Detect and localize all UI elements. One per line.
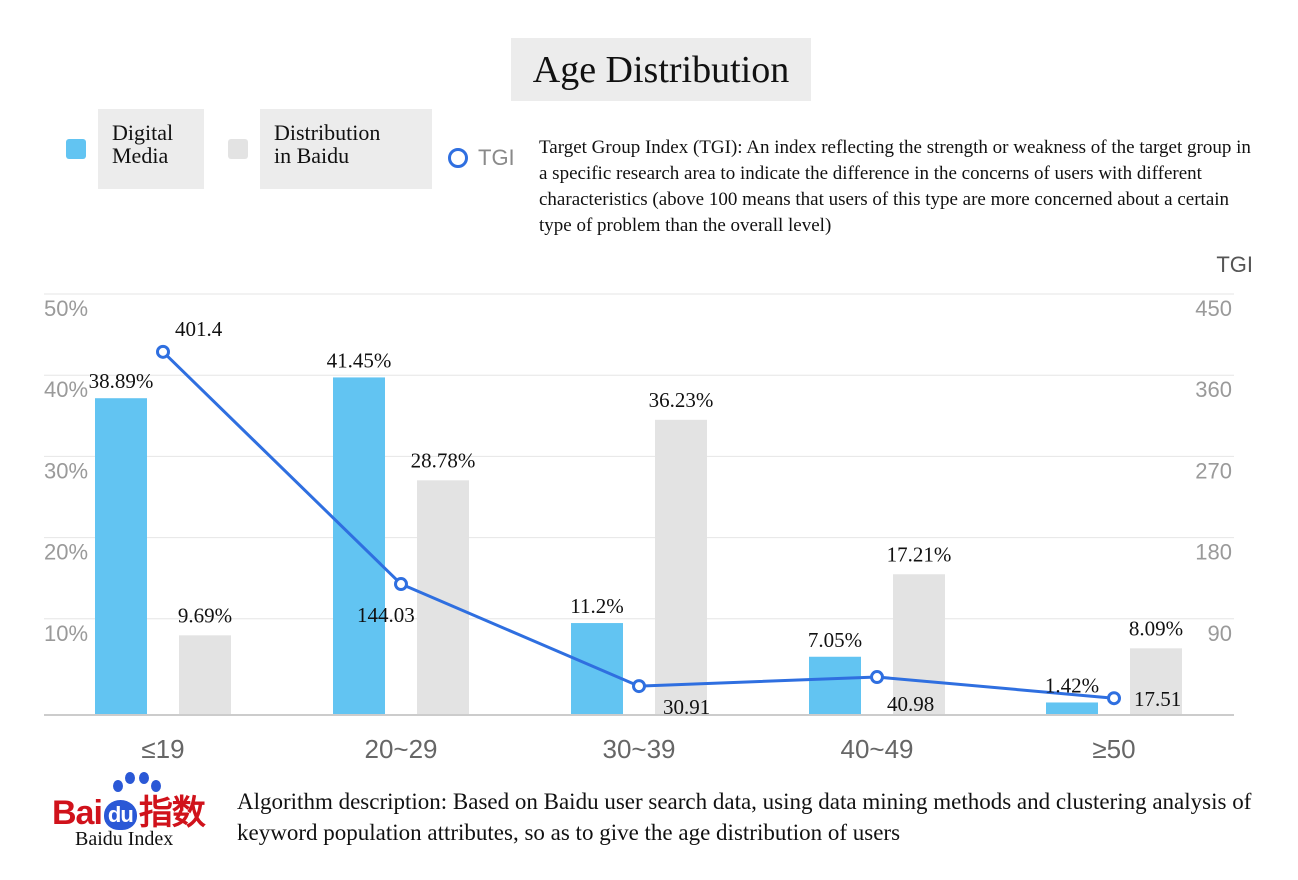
y-right-tick-label: 180 bbox=[1195, 540, 1232, 565]
x-tick-label: ≤19 bbox=[141, 734, 184, 764]
x-tick-label: 40~49 bbox=[840, 734, 913, 764]
legend-swatch-digital-media bbox=[66, 139, 86, 159]
chart-svg: 38.89%9.69%41.45%28.78%11.2%36.23%7.05%1… bbox=[44, 252, 1253, 764]
y-left-tick-label: 50% bbox=[44, 296, 88, 321]
data-label-digital-media: 11.2% bbox=[570, 594, 623, 618]
logo-caption: Baidu Index bbox=[75, 828, 174, 850]
y-left-tick-label: 30% bbox=[44, 458, 88, 483]
y-right-tick-label: 360 bbox=[1195, 377, 1232, 402]
data-label-digital-media: 7.05% bbox=[808, 628, 862, 652]
legend-label-tgi: TGI bbox=[478, 145, 515, 170]
grid-layer bbox=[44, 293, 1234, 620]
tgi-point bbox=[394, 577, 408, 592]
logo-text-bai: Bai bbox=[52, 794, 103, 832]
data-label-digital-media: 38.89% bbox=[89, 369, 154, 393]
x-tick-label: 30~39 bbox=[602, 734, 675, 764]
data-label-distribution-baidu: 9.69% bbox=[178, 603, 232, 627]
y-left-tick-label: 10% bbox=[44, 621, 88, 646]
axis-layer: 10% 20% 30% 40% 50% 90 180 270 360 450 TGI ≤19 20~29… bbox=[44, 252, 1253, 764]
bar-digital-media bbox=[1046, 702, 1098, 714]
data-label-distribution-baidu: 28.78% bbox=[411, 448, 476, 472]
bar-distribution-baidu bbox=[179, 635, 231, 714]
line-layer bbox=[156, 344, 1121, 706]
data-label-tgi: 401.4 bbox=[175, 317, 223, 341]
bar-digital-media bbox=[809, 656, 861, 714]
bar-distribution-baidu bbox=[893, 574, 945, 714]
tgi-line bbox=[161, 350, 1115, 700]
legend-tgi[interactable]: TGI bbox=[448, 145, 515, 171]
data-label-tgi: 40.98 bbox=[887, 692, 934, 716]
data-label-tgi: 17.51 bbox=[1134, 687, 1181, 711]
bars-layer bbox=[95, 377, 1182, 714]
y-right-tick-label: 270 bbox=[1195, 458, 1232, 483]
legend-tgi-ring-icon bbox=[448, 148, 468, 168]
logo-text-du: du bbox=[103, 800, 137, 831]
baidu-logo-text: Bai du 指数 bbox=[52, 785, 206, 834]
baidu-index-logo: Bai du 指数 Baidu Index bbox=[50, 770, 220, 860]
data-label-tgi: 144.03 bbox=[357, 603, 415, 627]
logo-text-index: 指数 bbox=[138, 794, 206, 832]
legend-label-digital-media: Digital Media bbox=[98, 109, 204, 189]
y-left-tick-label: 40% bbox=[44, 377, 88, 402]
chart-title-text: Age Distribution bbox=[532, 48, 790, 91]
bar-digital-media bbox=[333, 377, 385, 714]
data-label-distribution-baidu: 8.09% bbox=[1129, 616, 1183, 640]
y-right-axis-label: TGI bbox=[1216, 252, 1253, 277]
bar-digital-media bbox=[95, 398, 147, 714]
data-label-distribution-baidu: 17.21% bbox=[887, 542, 952, 566]
chart-title: Age Distribution bbox=[511, 38, 811, 101]
x-tick-label: 20~29 bbox=[364, 734, 437, 764]
data-label-digital-media: 1.42% bbox=[1045, 673, 1099, 697]
tgi-note: Target Group Index (TGI): An index refle… bbox=[539, 137, 1251, 236]
legend-swatch-distribution-baidu bbox=[228, 139, 248, 159]
tgi-point bbox=[1107, 691, 1121, 706]
bar-distribution-baidu bbox=[1130, 648, 1182, 714]
y-right-tick-label: 450 bbox=[1195, 296, 1232, 321]
y-left-tick-label: 20% bbox=[44, 540, 88, 565]
tgi-point bbox=[870, 670, 884, 685]
data-label-digital-media: 41.45% bbox=[327, 348, 392, 372]
algorithm-description: Algorithm description: Based on Baidu us… bbox=[237, 789, 1252, 845]
x-tick-label: ≥50 bbox=[1092, 734, 1135, 764]
legend-label-distribution-baidu: Distribution in Baidu bbox=[260, 109, 432, 189]
tgi-point bbox=[632, 679, 646, 694]
bar-distribution-baidu bbox=[417, 480, 469, 714]
legend-distribution-baidu[interactable]: Distribution in Baidu bbox=[228, 109, 432, 189]
paw-icon bbox=[113, 772, 161, 792]
legend-digital-media[interactable]: Digital Media bbox=[66, 109, 204, 189]
y-right-tick-label: 90 bbox=[1208, 621, 1232, 646]
bar-distribution-baidu bbox=[655, 419, 707, 714]
data-label-distribution-baidu: 36.23% bbox=[649, 388, 714, 412]
tgi-point bbox=[156, 344, 170, 359]
labels-layer: 38.89% 9.69% 41.45% 28.78% 11.2% 36.23% 7.05% 1… bbox=[89, 317, 1184, 719]
